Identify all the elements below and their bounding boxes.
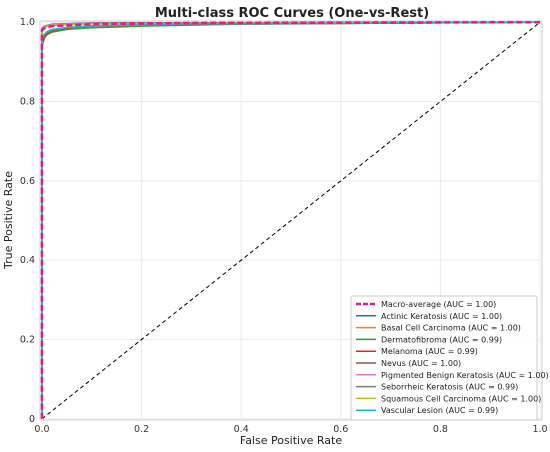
x-tick-label: 0.2 bbox=[134, 424, 149, 435]
chance-diagonal bbox=[41, 21, 541, 420]
x-tick-label: 0.6 bbox=[333, 424, 348, 435]
y-tick-label: 0 bbox=[29, 414, 35, 425]
legend-label: Seborrheic Keratosis (AUC = 0.99) bbox=[381, 383, 518, 392]
legend-label: Actinic Keratosis (AUC = 1.00) bbox=[381, 312, 502, 321]
legend-label: Vascular Lesion (AUC = 0.99) bbox=[381, 406, 498, 415]
x-tick-label: 0.8 bbox=[433, 424, 448, 435]
legend-label: Pigmented Benign Keratosis (AUC = 1.00) bbox=[381, 371, 549, 380]
y-tick-label: 0.8 bbox=[20, 97, 35, 108]
y-axis-ticks: 0 0.2 0.4 0.6 0.8 1.0 bbox=[20, 17, 35, 425]
legend-label: Melanoma (AUC = 0.99) bbox=[381, 347, 478, 356]
roc-curve bbox=[41, 21, 541, 419]
roc-curve bbox=[40, 20, 541, 419]
y-tick-label: 1.0 bbox=[20, 17, 35, 28]
chart-title: Multi-class ROC Curves (One-vs-Rest) bbox=[155, 6, 429, 21]
x-tick-label: 0.0 bbox=[34, 424, 49, 435]
y-tick-label: 0.6 bbox=[20, 176, 35, 187]
legend-label: Macro-average (AUC = 1.00) bbox=[381, 300, 496, 309]
y-axis-label: True Positive Rate bbox=[2, 171, 15, 270]
legend-label: Basal Cell Carcinoma (AUC = 1.00) bbox=[381, 324, 521, 333]
roc-series bbox=[40, 20, 541, 419]
legend-label: Dermatofibroma (AUC = 0.99) bbox=[381, 335, 502, 344]
x-tick-label: 0.4 bbox=[234, 424, 249, 435]
x-axis-ticks: 0.0 0.2 0.4 0.6 0.8 1.0 bbox=[34, 424, 547, 435]
legend: Macro-average (AUC = 1.00) Actinic Kerato… bbox=[350, 295, 549, 421]
y-tick-label: 0.4 bbox=[20, 255, 35, 266]
chance-diagonal-line bbox=[41, 21, 541, 420]
y-tick-label: 0.2 bbox=[20, 334, 35, 345]
x-axis-label: False Positive Rate bbox=[240, 434, 342, 447]
x-tick-label: 1.0 bbox=[532, 424, 547, 435]
legend-label: Squamous Cell Carcinoma (AUC = 1.00) bbox=[381, 394, 541, 403]
legend-box bbox=[350, 295, 538, 421]
legend-label: Nevus (AUC = 1.00) bbox=[381, 359, 461, 368]
